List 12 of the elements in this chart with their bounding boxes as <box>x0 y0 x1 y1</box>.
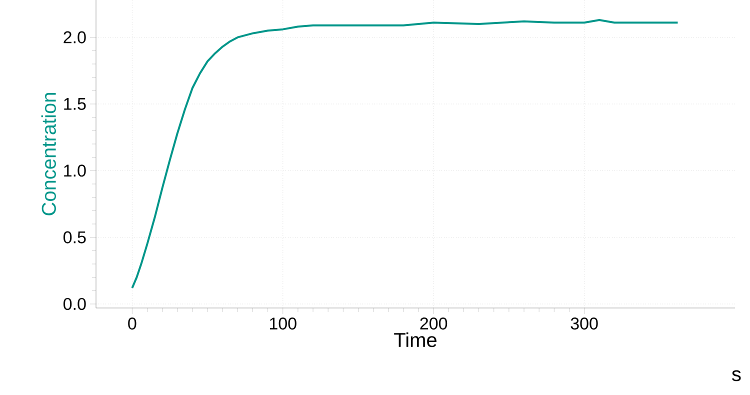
y-tick-label: 0.5 <box>64 231 86 244</box>
x-tick-label: 0 <box>128 318 136 330</box>
y-tick-label: 2.0 <box>64 31 86 44</box>
x-tick-label: 100 <box>270 318 296 330</box>
y-tick-label: 0.0 <box>64 298 86 310</box>
x-axis-title: Time <box>394 332 436 348</box>
x-tick-label: 300 <box>570 318 598 330</box>
y-tick-label: 1.5 <box>64 98 86 110</box>
x-tick-label: 200 <box>420 318 448 330</box>
y-tick-label: 1.0 <box>64 164 86 177</box>
y-axis-title: Concentration <box>41 93 56 216</box>
text: s <box>732 370 741 382</box>
